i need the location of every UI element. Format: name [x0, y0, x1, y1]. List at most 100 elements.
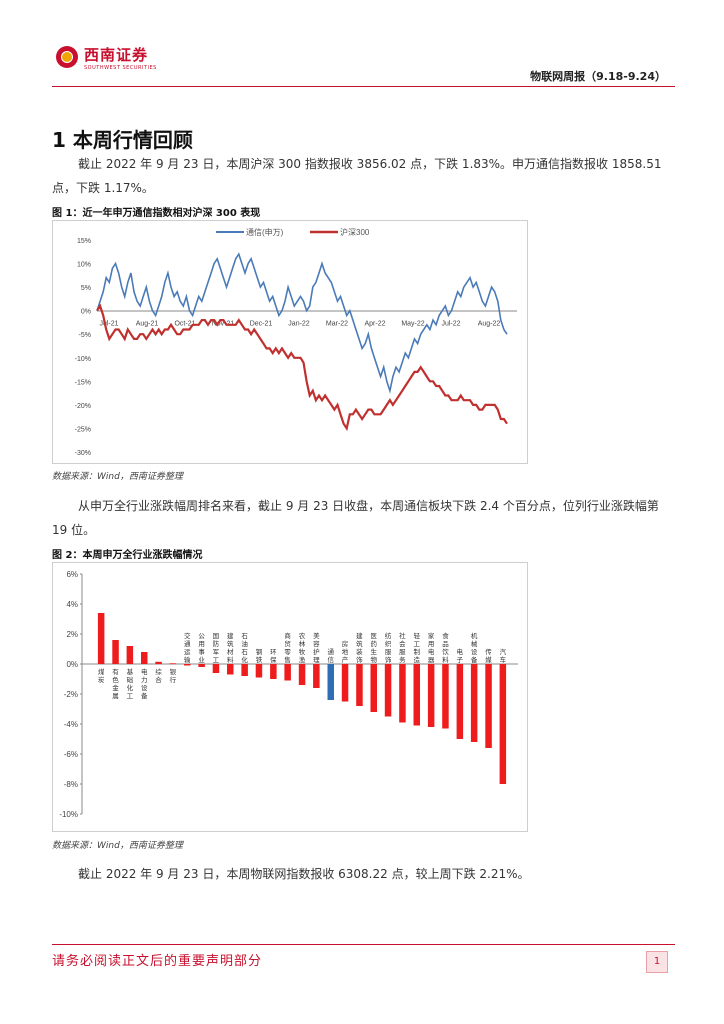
legend-label-hs300: 沪深300 [340, 227, 370, 237]
svg-text:子: 子 [457, 656, 464, 664]
svg-text:建: 建 [356, 631, 363, 640]
svg-text:设: 设 [141, 683, 148, 692]
svg-text:综: 综 [155, 667, 162, 676]
x-tick-label: Aug-21 [136, 321, 159, 328]
svg-text:理: 理 [313, 656, 320, 664]
svg-text:械: 械 [471, 639, 478, 648]
svg-text:通: 通 [327, 647, 334, 656]
y-tick-label: 0% [66, 660, 78, 669]
svg-text:保: 保 [270, 655, 277, 664]
svg-text:业: 业 [198, 655, 205, 664]
x-tick-label: Dec-21 [250, 321, 273, 328]
svg-text:材: 材 [227, 647, 234, 656]
figure1-frame [52, 220, 528, 464]
svg-text:通: 通 [184, 639, 191, 648]
svg-text:装: 装 [356, 647, 363, 656]
bar-industry [384, 664, 392, 717]
y-tick-label: -10% [75, 356, 91, 363]
svg-text:地: 地 [342, 647, 349, 656]
svg-text:会: 会 [399, 639, 406, 648]
bar-industry [255, 664, 263, 678]
svg-text:石: 石 [241, 632, 248, 640]
bar-industry [399, 664, 406, 723]
svg-text:社: 社 [399, 631, 406, 640]
svg-text:电: 电 [457, 647, 464, 656]
y-tick-label: 15% [77, 238, 91, 245]
svg-text:商: 商 [284, 631, 291, 640]
svg-text:料: 料 [227, 655, 234, 664]
legend: 通信(申万) 沪深300 [216, 227, 370, 237]
bar-industry [370, 664, 377, 712]
figure2-frame [52, 562, 528, 832]
y-tick-label: 6% [66, 570, 78, 579]
svg-text:石: 石 [241, 648, 248, 656]
svg-text:油: 油 [241, 639, 248, 648]
x-tick-label: Aug-22 [478, 321, 501, 328]
x-tick-label: Jul-22 [441, 321, 460, 328]
svg-text:色: 色 [112, 675, 119, 684]
bar-industry [413, 664, 420, 726]
svg-text:备: 备 [471, 655, 478, 664]
y-tick-label: -5% [79, 332, 91, 339]
svg-text:食: 食 [442, 631, 449, 640]
x-tick-label: Oct-21 [174, 321, 195, 328]
svg-text:筑: 筑 [227, 639, 234, 648]
svg-text:工: 工 [213, 657, 220, 664]
y-tick-label: -30% [75, 450, 91, 457]
bar-industry [241, 664, 248, 676]
figure1-title: 图 1：近一年申万通信指数相对沪深 300 表现 [52, 208, 261, 219]
x-tick-label: Mar-22 [326, 321, 348, 328]
svg-text:化: 化 [241, 655, 248, 664]
svg-text:服: 服 [385, 648, 392, 656]
svg-text:传: 传 [485, 647, 492, 656]
y-tick-label: -20% [75, 403, 91, 410]
y-tick-label: 10% [77, 262, 91, 269]
svg-text:饰: 饰 [385, 655, 392, 664]
svg-text:品: 品 [442, 640, 449, 648]
bar-industry [227, 664, 234, 675]
svg-text:牧: 牧 [299, 647, 306, 656]
svg-text:公: 公 [198, 633, 205, 640]
svg-text:物: 物 [370, 655, 377, 664]
svg-text:环: 环 [270, 648, 277, 656]
bar-industry [341, 664, 349, 702]
logo-sun-icon [62, 52, 72, 62]
bar-industry [485, 664, 492, 748]
x-category-label: 房地产 [342, 639, 349, 664]
page-number: 1 [646, 951, 668, 973]
paragraph-2: 从申万全行业涨跌幅周排名来看，截止 9 月 23 日收盘，本周通信板块下跌 2.… [52, 499, 659, 537]
svg-text:工: 工 [127, 693, 134, 700]
report-title: 物联网周报（9.18-9.24） [530, 70, 666, 83]
bar-industry [499, 664, 507, 784]
bar-industry [427, 664, 435, 727]
svg-text:用: 用 [428, 640, 435, 648]
svg-text:备: 备 [141, 691, 148, 700]
x-category-label: 通信 [327, 647, 334, 664]
figure1-chart: 15% 10% 5% 0% -5% -10% -15% -20% -25% -30% Jul-21… [52, 220, 528, 464]
svg-text:设: 设 [471, 647, 478, 656]
svg-text:医: 医 [370, 632, 377, 640]
bar-industry [112, 640, 119, 664]
svg-text:军: 军 [213, 648, 220, 656]
bar-industry [442, 664, 449, 729]
bar-industry [356, 664, 363, 706]
svg-text:输: 输 [184, 655, 191, 664]
x-category-label: 煤炭 [98, 667, 105, 684]
logo-text: 西南证券 [84, 46, 149, 64]
svg-text:属: 属 [112, 692, 119, 700]
bar-industry [456, 664, 464, 739]
figure2-source: 数据来源：Wind，西南证券整理 [52, 841, 183, 851]
legend-label-tongxin: 通信(申万) [246, 227, 284, 237]
bar-industry [141, 652, 148, 664]
svg-text:药: 药 [370, 639, 377, 648]
x-category-label: 综合 [155, 667, 162, 684]
